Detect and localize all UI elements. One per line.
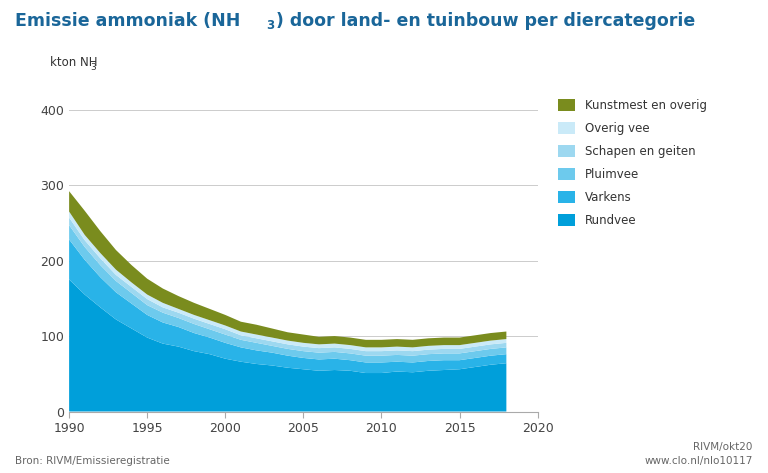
Text: www.clo.nl/nlo10117: www.clo.nl/nlo10117 xyxy=(644,456,753,466)
Text: Bron: RIVM/Emissieregistratie: Bron: RIVM/Emissieregistratie xyxy=(15,456,170,466)
Text: RIVM/okt20: RIVM/okt20 xyxy=(694,442,753,452)
Legend: Kunstmest en overig, Overig vee, Schapen en geiten, Pluimvee, Varkens, Rundvee: Kunstmest en overig, Overig vee, Schapen… xyxy=(553,94,711,232)
Text: 3: 3 xyxy=(90,63,96,72)
Text: Emissie ammoniak (NH: Emissie ammoniak (NH xyxy=(15,12,240,30)
Text: 3: 3 xyxy=(266,19,275,32)
Text: ) door land- en tuinbouw per diercategorie: ) door land- en tuinbouw per diercategor… xyxy=(276,12,695,30)
Text: kton NH: kton NH xyxy=(51,56,98,69)
